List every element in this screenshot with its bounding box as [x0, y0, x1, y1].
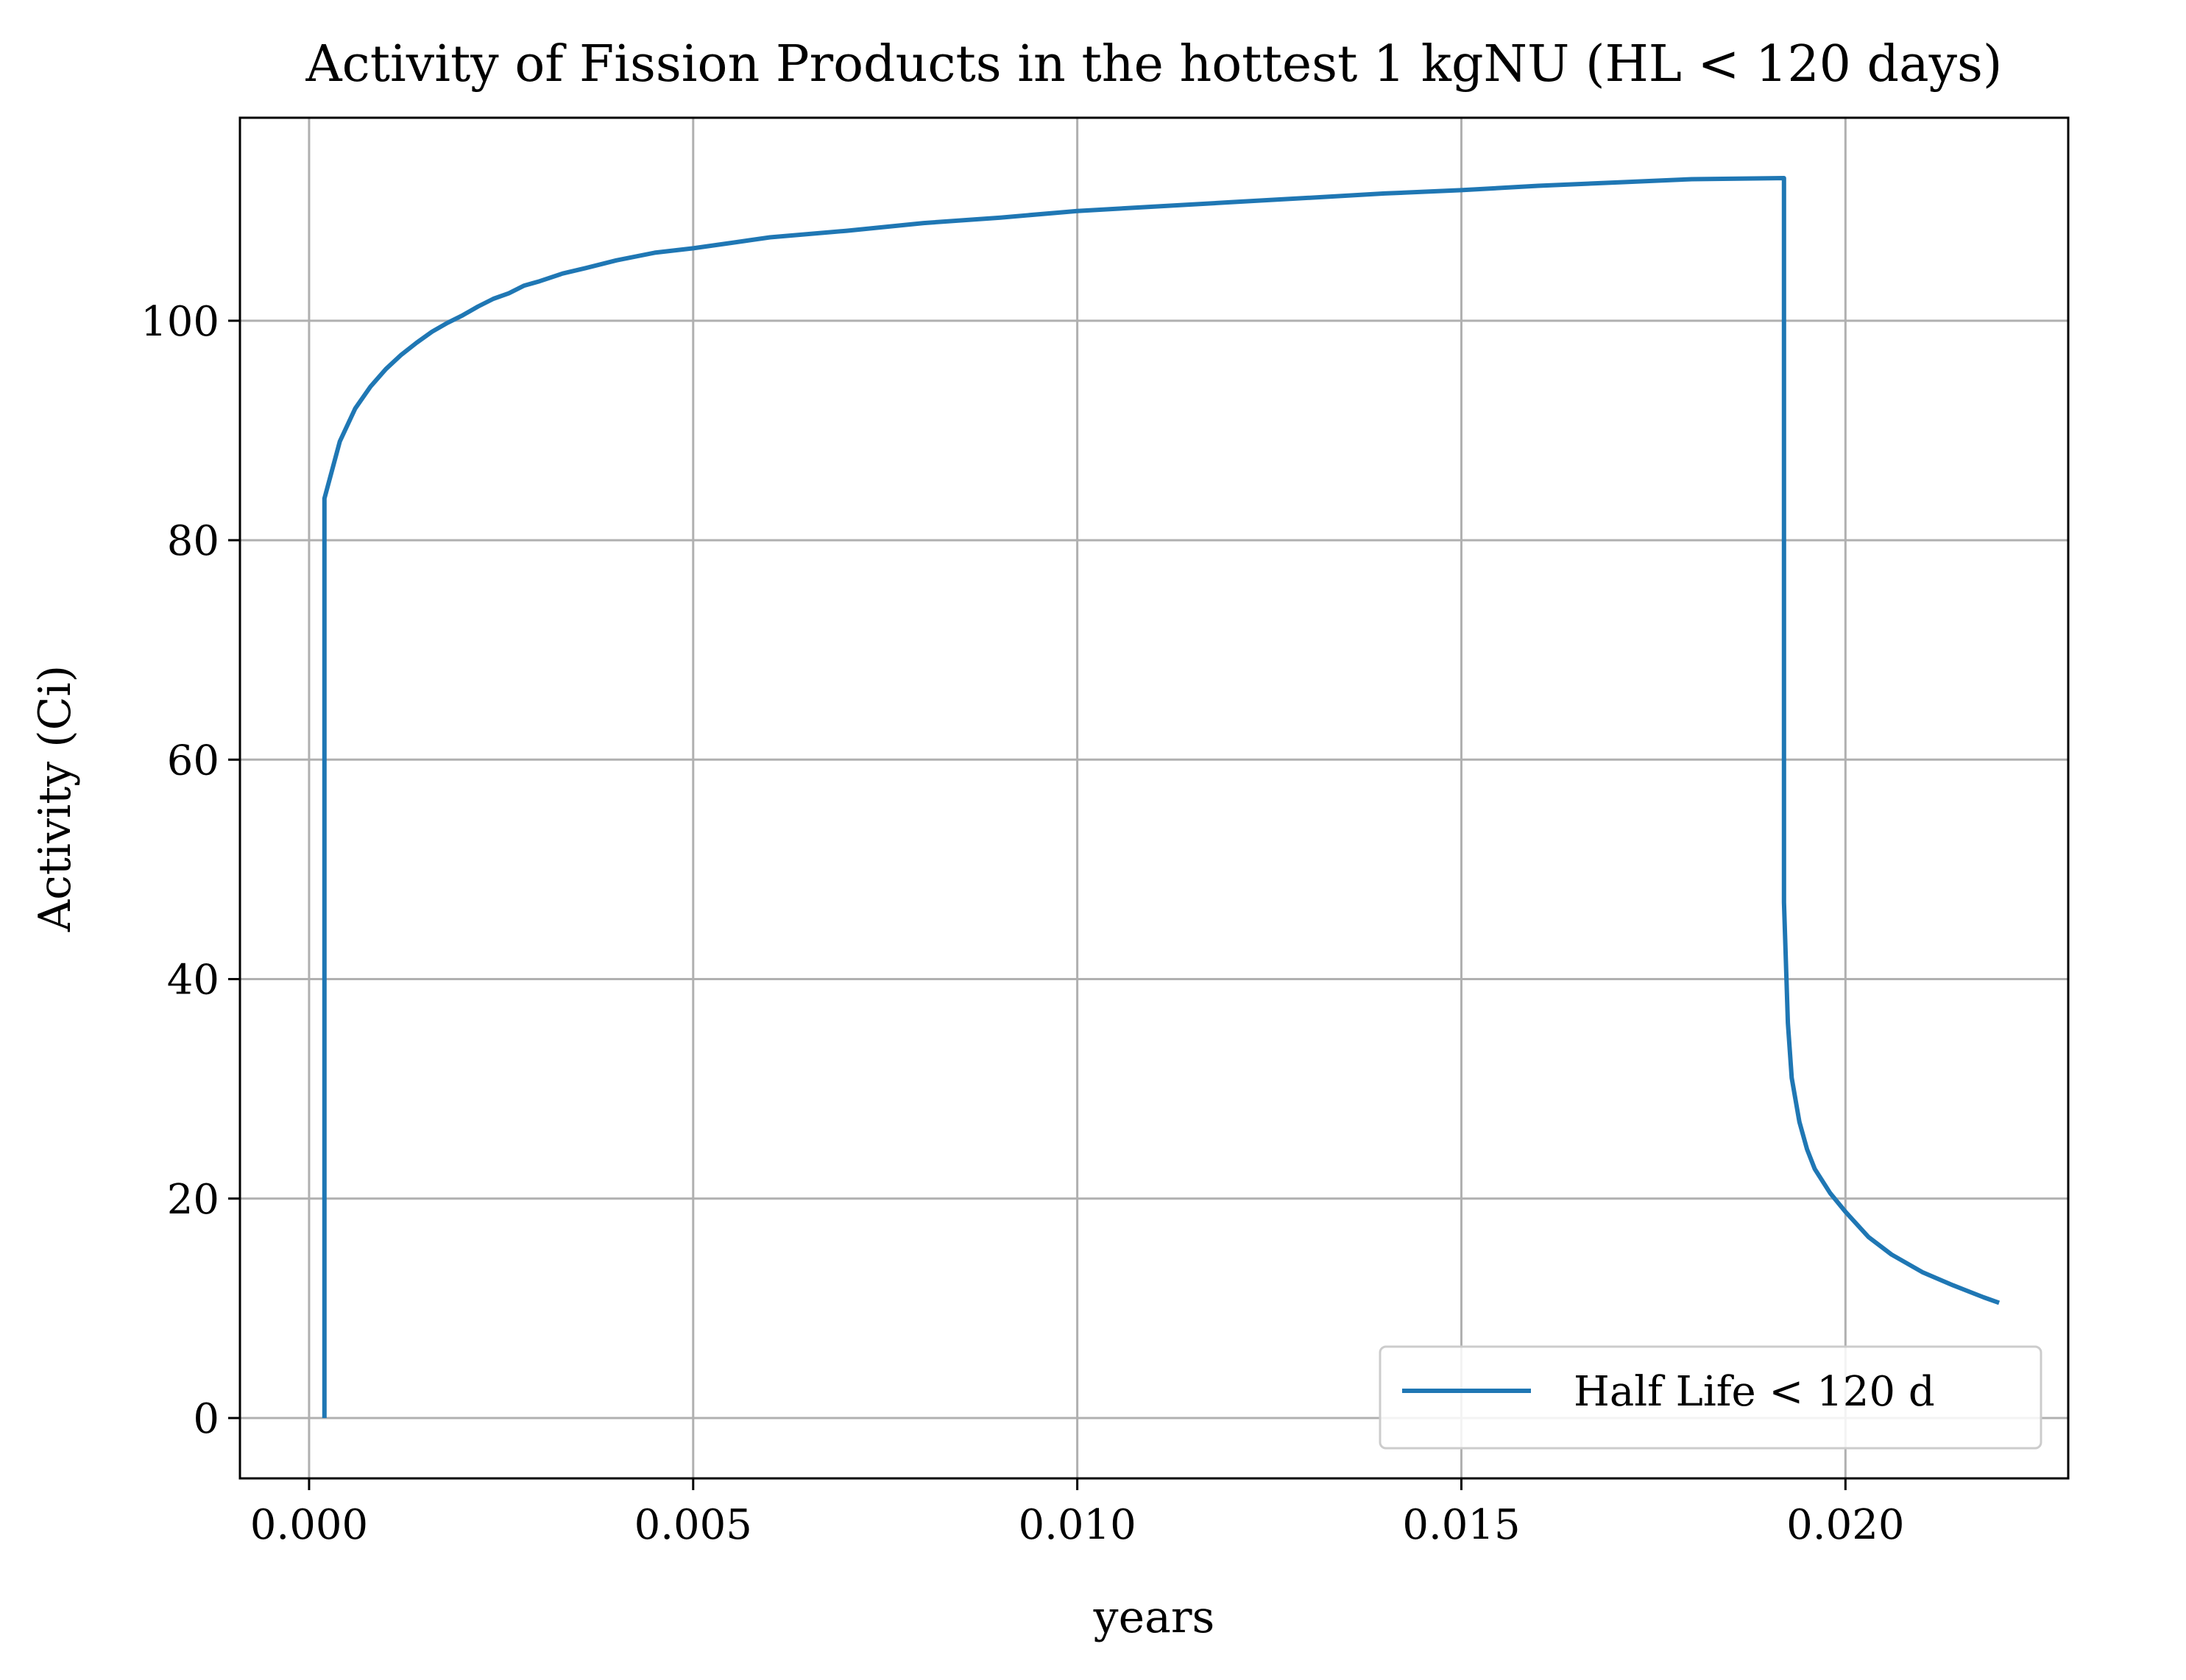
- x-tick-label: 0.005: [634, 1501, 752, 1549]
- y-tick-label: 80: [167, 517, 219, 565]
- ticks-layer: 0.000 0.005 0.010 0.015 0.020 0 20 40 60 80 100: [141, 298, 1904, 1549]
- y-tick-label: 0: [193, 1395, 219, 1443]
- x-tick-label: 0.020: [1786, 1501, 1904, 1549]
- legend-entry-label: Half Life < 120 d: [1574, 1368, 1935, 1416]
- x-tick-label: 0.000: [250, 1501, 368, 1549]
- y-tick-label: 40: [167, 957, 219, 1004]
- x-tick-label: 0.015: [1402, 1501, 1520, 1549]
- y-tick-label: 20: [167, 1176, 219, 1224]
- plot-frame: [238, 116, 2070, 1480]
- series-line: [322, 176, 2001, 1418]
- y-tick-label: 100: [141, 298, 219, 346]
- chart-title: Activity of Fission Products in the hott…: [305, 35, 2003, 93]
- legend-box: [1379, 1345, 2042, 1450]
- legend: Half Life < 120 d: [1379, 1345, 2042, 1450]
- x-axis-label: years: [1093, 1592, 1215, 1643]
- series-layer: [322, 176, 2001, 1418]
- x-tick-label: 0.010: [1018, 1501, 1136, 1549]
- y-tick-label: 60: [167, 737, 219, 784]
- grid-layer: [240, 118, 2068, 1478]
- y-axis-label: Activity (Ci): [29, 665, 81, 932]
